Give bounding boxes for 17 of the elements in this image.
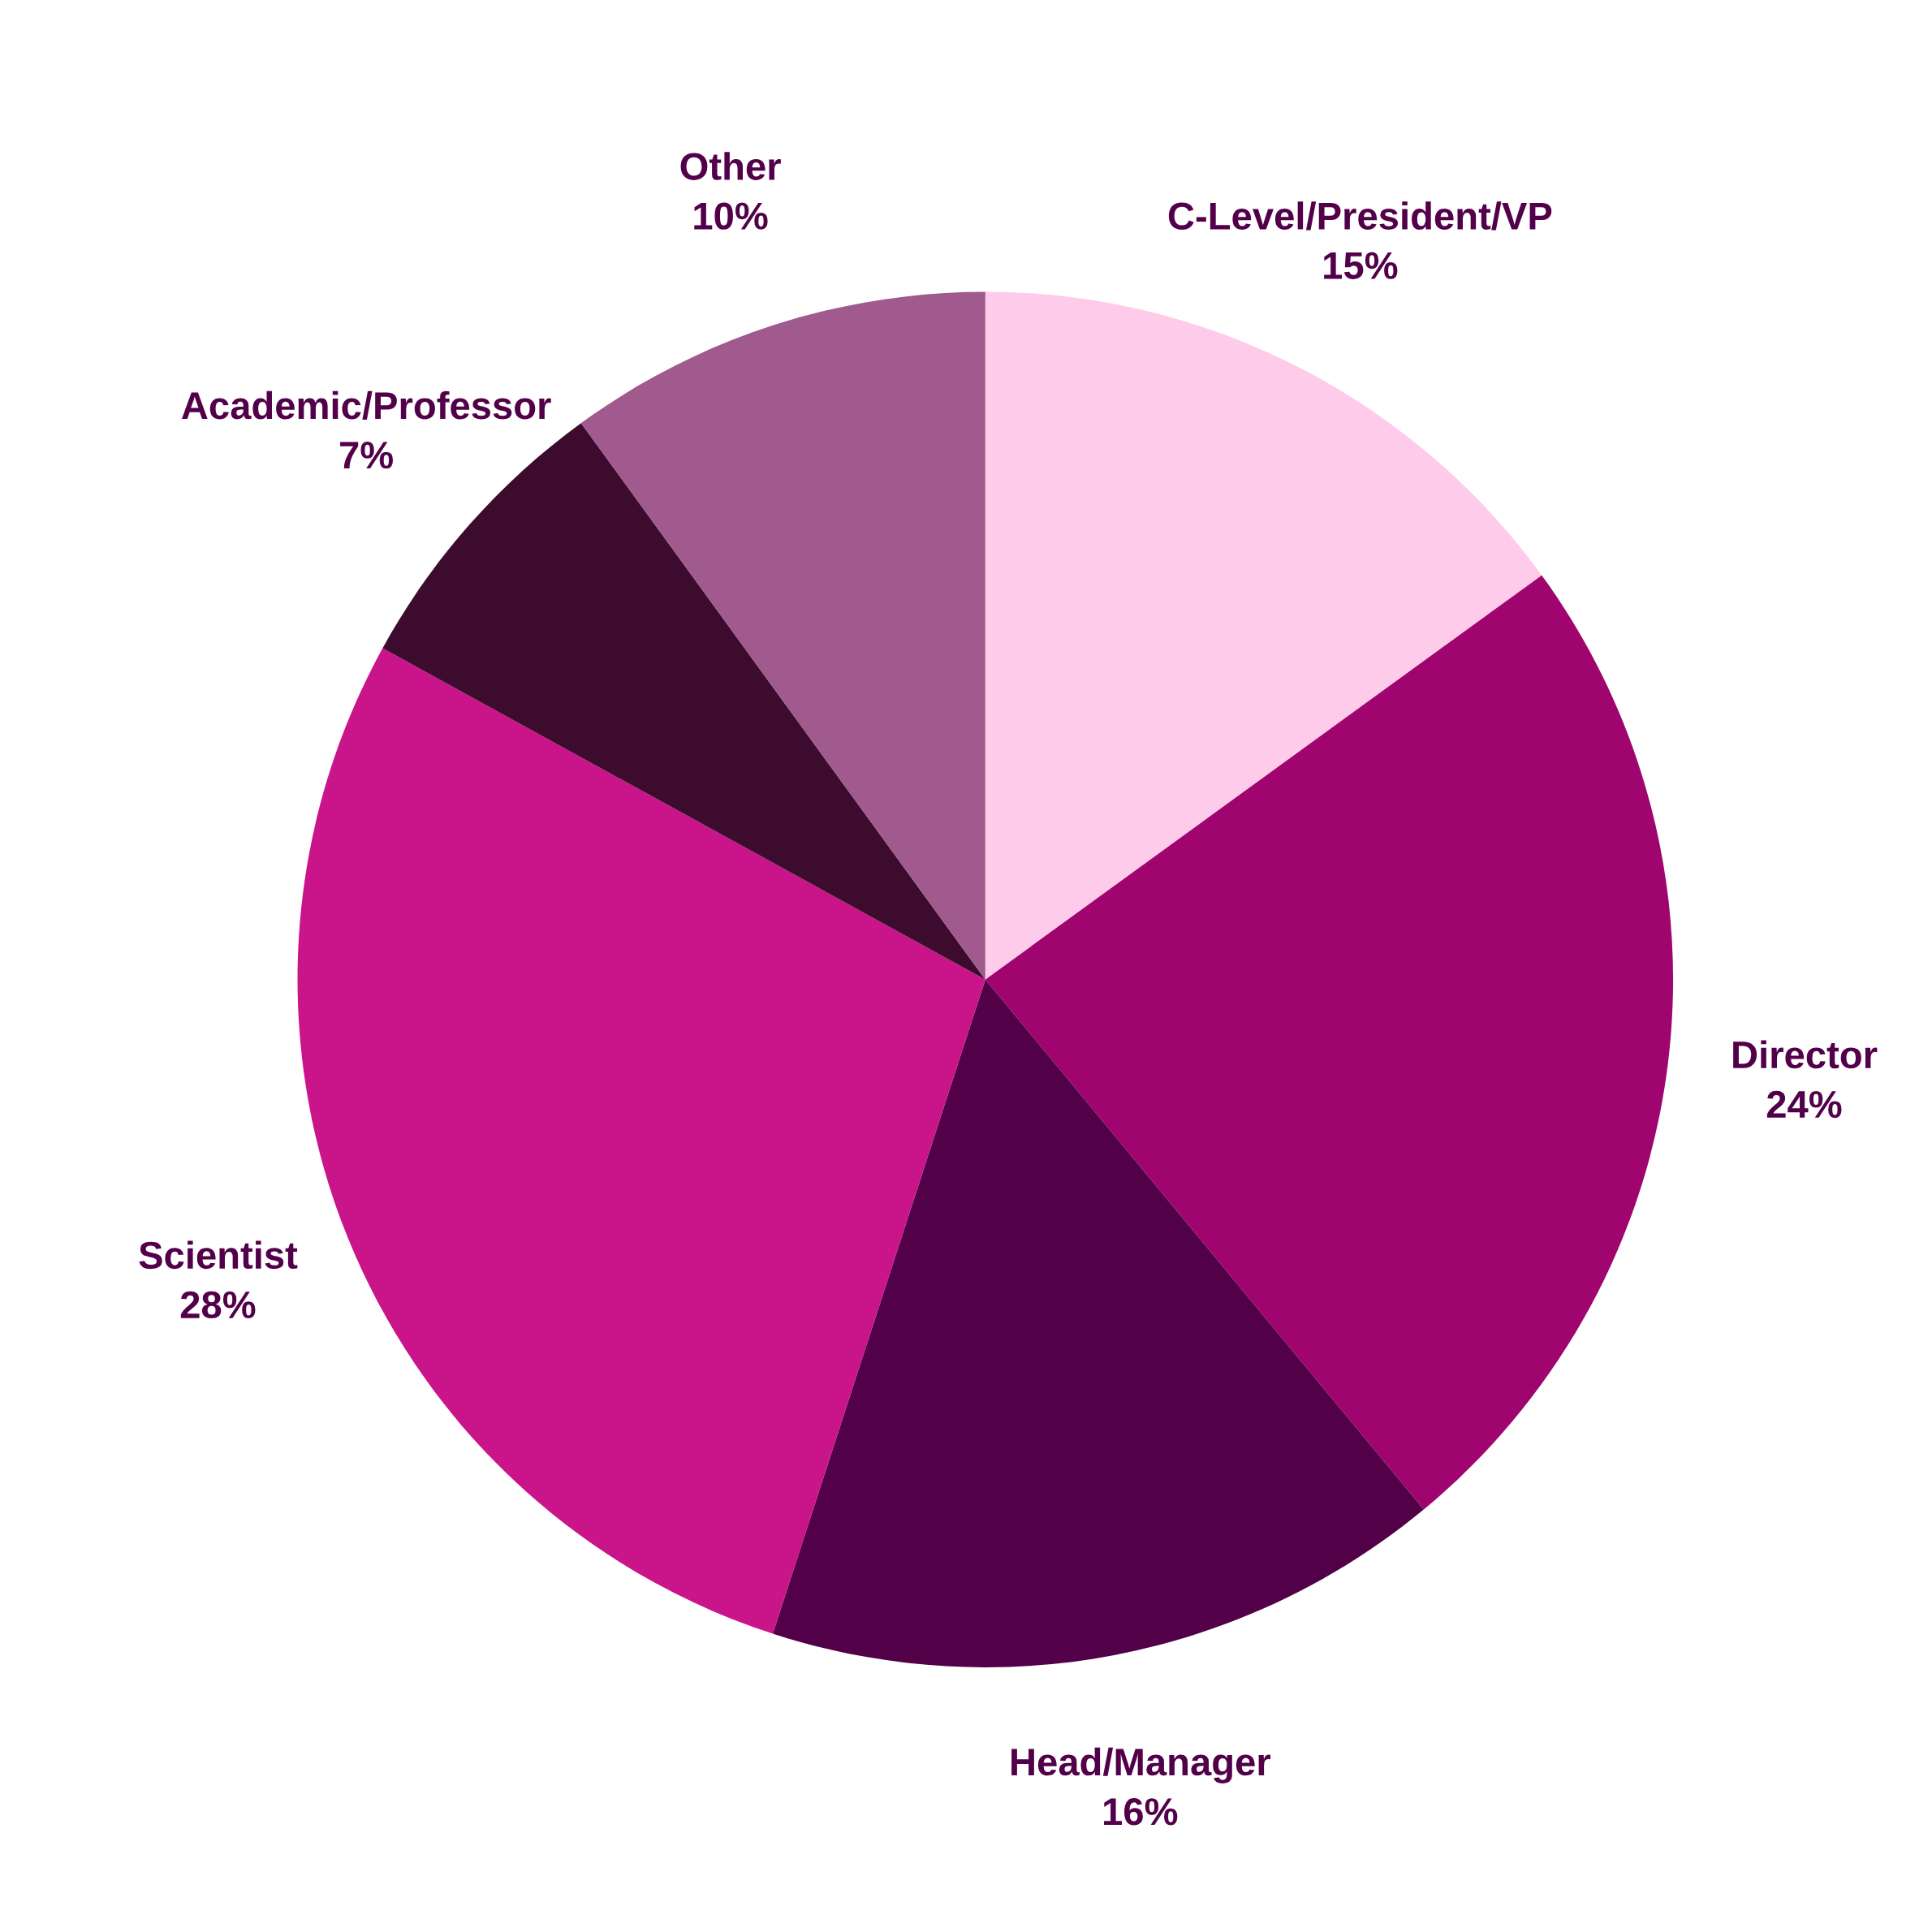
slice-label: Head/Manager [1011,1747,1271,1783]
data-label: 7% [340,442,394,469]
slice-label: C-Level/President/VP [1168,201,1552,231]
data-label: 28% [180,1291,256,1319]
slice-label: Scientist [139,1240,298,1270]
data-label: 15% [1324,252,1398,279]
data-label: 10% [694,202,768,230]
slice-label: Director [1733,1040,1878,1069]
pie-slice [985,575,1674,1510]
pie-slice [985,291,1542,980]
slice-label: Other [680,152,781,180]
slice-label: Academic/Professor [181,390,551,420]
pie-slice [297,648,985,1634]
data-label: 16% [1104,1798,1178,1826]
pie-slice [772,979,1424,1667]
data-label: 24% [1766,1090,1842,1119]
pie-slice [580,291,985,980]
